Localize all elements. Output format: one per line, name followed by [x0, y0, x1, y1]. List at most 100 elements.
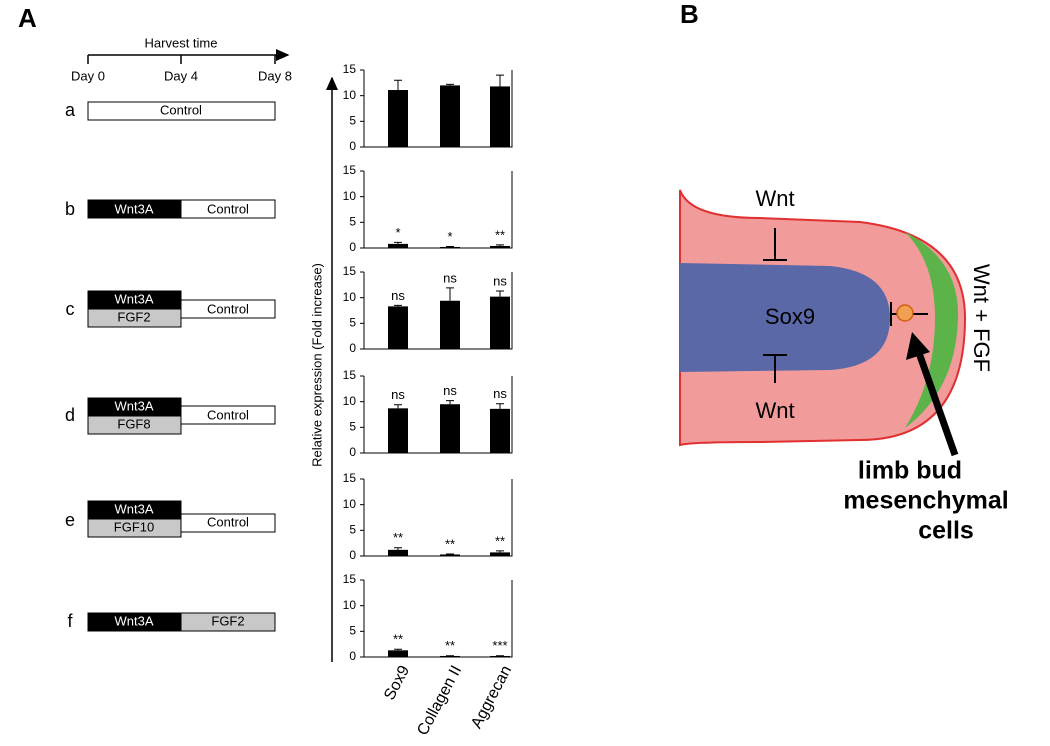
- condition-label: FGF10: [114, 519, 154, 534]
- bar: [440, 247, 460, 248]
- y-tick-label: 15: [343, 471, 357, 485]
- y-tick-label: 15: [343, 368, 357, 382]
- wnt-label: Wnt: [755, 186, 794, 211]
- significance-label: ***: [492, 638, 507, 653]
- error-bar: [394, 80, 402, 90]
- conditions: [88, 102, 275, 631]
- significance-label: **: [393, 530, 403, 545]
- bar: [388, 408, 408, 453]
- x-tick-label: Aggrecan: [468, 663, 515, 731]
- error-bar: [496, 551, 504, 553]
- y-tick-label: 15: [343, 62, 357, 76]
- error-bar: [496, 291, 504, 297]
- x-tick-label: Sox9: [381, 663, 413, 703]
- bar: [388, 244, 408, 248]
- limb-bud-diagram: Wnt Wnt Sox9 Wnt + FGF limb bud mesenchy…: [680, 186, 1009, 545]
- y-tick-label: 5: [349, 316, 356, 330]
- y-tick-label: 15: [343, 572, 357, 586]
- y-tick-label: 5: [349, 420, 356, 434]
- condition-label: FGF2: [117, 309, 150, 324]
- axis-frame: [364, 376, 512, 453]
- error-bar: [394, 649, 402, 650]
- timeline-title: Harvest time: [145, 35, 218, 50]
- y-tick-label: 0: [349, 240, 356, 254]
- error-bar: [394, 242, 402, 244]
- y-tick-label: 10: [343, 497, 357, 511]
- y-tick-label: 10: [343, 88, 357, 102]
- day-label: Day 0: [71, 68, 105, 83]
- error-bar: [394, 305, 402, 306]
- condition-label: Wnt3A: [114, 201, 153, 216]
- bar: [490, 86, 510, 147]
- condition-label: Control: [207, 407, 249, 422]
- condition-label: FGF8: [117, 416, 150, 431]
- y-tick-label: 10: [343, 189, 357, 203]
- day-label: Day 8: [258, 68, 292, 83]
- condition-label: FGF2: [211, 613, 244, 628]
- y-tick-label: 0: [349, 649, 356, 663]
- y-axis-label: Relative expression (Fold increase): [309, 263, 324, 467]
- significance-label: *: [395, 225, 400, 240]
- bar: [490, 246, 510, 248]
- y-tick-label: 5: [349, 624, 356, 638]
- condition-label: Wnt3A: [114, 398, 153, 413]
- cell-label: limb bud: [858, 457, 962, 485]
- bar: [490, 552, 510, 556]
- y-tick-label: 0: [349, 548, 356, 562]
- error-bar: [496, 75, 504, 86]
- y-tick-label: 10: [343, 290, 357, 304]
- bar: [440, 85, 460, 147]
- condition-letter: d: [65, 405, 75, 425]
- axis-frame: [364, 580, 512, 657]
- y-tick-label: 15: [343, 163, 357, 177]
- y-tick-label: 5: [349, 523, 356, 537]
- error-bar: [446, 401, 454, 405]
- y-tick-label: 15: [343, 264, 357, 278]
- sox9-label: Sox9: [765, 304, 815, 329]
- y-tick-label: 0: [349, 139, 356, 153]
- significance-label: **: [393, 632, 403, 647]
- wnt-label: Wnt: [755, 398, 794, 423]
- bar: [490, 409, 510, 453]
- bar: [440, 301, 460, 349]
- significance-label: ns: [493, 386, 507, 401]
- significance-label: **: [445, 536, 455, 551]
- significance-label: ns: [391, 288, 405, 303]
- significance-label: *: [447, 229, 452, 244]
- y-tick-label: 5: [349, 215, 356, 229]
- condition-label: Control: [160, 102, 202, 117]
- error-bar: [446, 246, 454, 247]
- condition-letter: e: [65, 510, 75, 530]
- cell-label: cells: [918, 517, 974, 545]
- y-tick-label: 5: [349, 114, 356, 128]
- bar: [388, 550, 408, 556]
- bar: [388, 306, 408, 349]
- cell-label: mesenchymal: [843, 487, 1008, 515]
- error-bar: [394, 548, 402, 550]
- y-tick-label: 0: [349, 445, 356, 459]
- axis-frame: [364, 272, 512, 349]
- error-bar: [496, 245, 504, 246]
- condition-label: Control: [207, 301, 249, 316]
- axis-frame: [364, 70, 512, 147]
- panel-label: B: [680, 0, 699, 29]
- condition-label: Wnt3A: [114, 501, 153, 516]
- condition-label: Wnt3A: [114, 291, 153, 306]
- day-label: Day 4: [164, 68, 198, 83]
- significance-label: ns: [391, 387, 405, 402]
- significance-label: ns: [493, 273, 507, 288]
- axis-frame: [364, 479, 512, 556]
- condition-letter: b: [65, 199, 75, 219]
- significance-label: **: [495, 227, 505, 242]
- condition-label: Control: [207, 514, 249, 529]
- panel-label: A: [18, 3, 37, 33]
- bar: [388, 90, 408, 147]
- condition-letter: c: [66, 299, 75, 319]
- y-tick-label: 10: [343, 394, 357, 408]
- error-bar: [394, 405, 402, 409]
- axis-frame: [364, 171, 512, 248]
- significance-label: ns: [443, 270, 457, 285]
- x-tick-label: Collagen II: [414, 663, 465, 739]
